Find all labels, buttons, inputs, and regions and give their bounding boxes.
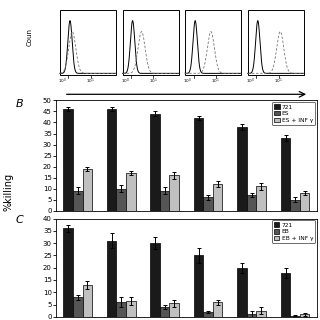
Bar	[116, 302, 126, 317]
Text: Fluorescence intensity: Fluorescence intensity	[143, 101, 229, 110]
Text: Coun: Coun	[27, 28, 33, 46]
Text: $10^1$: $10^1$	[212, 77, 220, 86]
Bar	[160, 307, 170, 317]
Bar	[170, 175, 179, 211]
Bar	[126, 301, 136, 317]
Bar	[150, 114, 160, 211]
Bar	[194, 255, 203, 317]
Bar	[194, 118, 203, 211]
Text: $10^0$: $10^0$	[121, 77, 130, 86]
Bar	[83, 285, 92, 317]
Text: C: C	[16, 215, 23, 225]
Bar	[63, 109, 73, 211]
Bar	[300, 314, 309, 317]
Bar	[107, 241, 116, 317]
Text: $10^0$: $10^0$	[183, 77, 192, 86]
Bar	[281, 273, 290, 317]
Text: $10^1$: $10^1$	[149, 77, 158, 86]
Text: $10^1$: $10^1$	[274, 77, 283, 86]
Bar	[237, 268, 247, 317]
Bar	[73, 297, 83, 317]
Bar	[213, 302, 222, 317]
Bar	[290, 316, 300, 317]
Bar	[256, 311, 266, 317]
Bar	[281, 138, 290, 211]
Bar	[170, 303, 179, 317]
Bar	[247, 195, 256, 211]
Bar	[63, 228, 73, 317]
Bar	[213, 184, 222, 211]
Bar	[126, 173, 136, 211]
Bar	[203, 197, 213, 211]
Text: $10^0$: $10^0$	[246, 77, 255, 86]
Text: $10^1$: $10^1$	[86, 77, 95, 86]
Bar	[160, 191, 170, 211]
Bar	[256, 186, 266, 211]
Bar	[237, 127, 247, 211]
Bar	[107, 109, 116, 211]
Text: $10^0$: $10^0$	[58, 77, 67, 86]
Legend: 721, EB, EB + INF γ: 721, EB, EB + INF γ	[272, 220, 315, 243]
Text: B: B	[16, 99, 23, 109]
Bar	[150, 243, 160, 317]
Bar	[73, 191, 83, 211]
Text: %killing: %killing	[3, 173, 13, 211]
Bar	[300, 193, 309, 211]
Bar	[116, 188, 126, 211]
Bar	[203, 312, 213, 317]
Legend: 721, ES, ES + INF γ: 721, ES, ES + INF γ	[272, 102, 315, 125]
Bar	[290, 200, 300, 211]
Bar	[83, 169, 92, 211]
Bar	[247, 314, 256, 317]
